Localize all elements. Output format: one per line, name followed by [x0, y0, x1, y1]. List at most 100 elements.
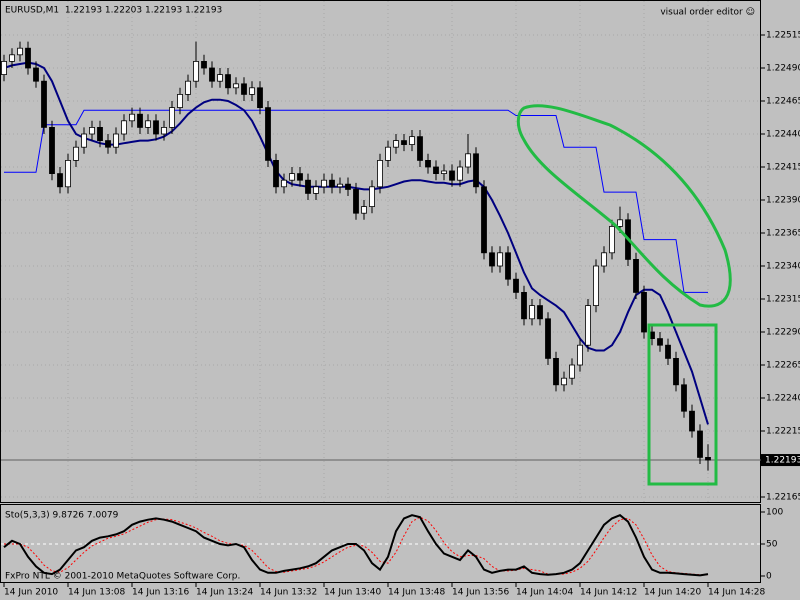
candle-body — [361, 206, 367, 214]
candle-body — [481, 186, 487, 254]
candle-body — [513, 278, 519, 293]
x-tick-label: 14 Jun 14:04 — [516, 588, 573, 598]
corner-label[interactable]: visual order editor ☺ — [660, 7, 755, 18]
candle-body — [673, 357, 679, 386]
candle-body — [697, 430, 703, 458]
candle-body — [65, 159, 71, 188]
candle-body — [337, 183, 343, 188]
candle-body — [689, 410, 695, 432]
candle-body — [617, 219, 623, 227]
candle-body — [241, 83, 247, 95]
candle-body — [401, 140, 407, 145]
candle-body — [193, 61, 199, 82]
candle-body — [257, 87, 263, 109]
candle-body — [105, 140, 111, 148]
candle-body — [593, 265, 599, 306]
candle-body — [329, 179, 335, 188]
candle-body — [57, 173, 63, 188]
candle-body — [297, 173, 303, 181]
candle-body — [1, 61, 7, 76]
y-tick-label: 1.22515 — [766, 31, 800, 41]
candle-body — [393, 140, 399, 148]
x-tick-label: 14 Jun 13:48 — [388, 588, 445, 598]
candle-body — [657, 338, 663, 346]
candle-body — [705, 456, 711, 461]
x-tick-label: 14 Jun 2010 — [4, 588, 58, 598]
x-tick-label: 14 Jun 13:56 — [452, 588, 509, 598]
x-tick-label: 14 Jun 14:12 — [580, 588, 637, 598]
candle-body — [449, 170, 455, 181]
x-tick-label: 14 Jun 13:40 — [324, 588, 381, 598]
copyright: FxPro NTL © 2001-2010 MetaQuotes Softwar… — [5, 572, 240, 582]
candle-body — [153, 120, 159, 135]
candle-body — [641, 291, 647, 333]
candle-body — [113, 133, 119, 148]
candle-body — [521, 291, 527, 320]
current-price-box — [761, 454, 800, 467]
candle-body — [145, 120, 151, 128]
candle-body — [9, 54, 15, 62]
candle-body — [545, 318, 551, 359]
main-panel — [0, 0, 761, 503]
candle-body — [353, 189, 359, 214]
candle-body — [585, 305, 591, 346]
chart-title: EURUSD,M1 1.22193 1.22203 1.22193 1.2219… — [5, 6, 222, 16]
candle-body — [73, 146, 79, 161]
candle-body — [185, 80, 191, 95]
candle-body — [313, 186, 319, 194]
candle-body — [201, 61, 207, 69]
candle-body — [665, 344, 671, 359]
y-tick-label: 1.22290 — [766, 328, 800, 338]
indicator-panel — [0, 504, 761, 583]
candle-body — [465, 153, 471, 168]
candle-body — [17, 47, 23, 56]
candle-body — [281, 179, 287, 188]
indicator-label: Sto(5,3,3) 9.8726 7.0079 — [5, 511, 119, 521]
candle-body — [249, 87, 255, 95]
current-price-label: 1.22193 — [765, 456, 800, 466]
candle-body — [137, 113, 143, 128]
candle-body — [321, 179, 327, 188]
y-tick-label: 1.22490 — [766, 64, 800, 74]
y-tick-label: 50 — [766, 540, 778, 550]
candle-body — [209, 67, 215, 82]
x-tick-label: 14 Jun 13:24 — [196, 588, 253, 598]
y-tick-label: 1.22265 — [766, 361, 800, 371]
candle-body — [569, 364, 575, 379]
x-tick-label: 14 Jun 13:16 — [132, 588, 189, 598]
y-tick-label: 1.22240 — [766, 394, 800, 404]
candle-body — [89, 127, 95, 135]
y-tick-label: 1.22315 — [766, 295, 800, 305]
candle-body — [225, 74, 231, 89]
candle-body — [305, 179, 311, 194]
candle-body — [369, 186, 375, 208]
candle-body — [129, 113, 135, 122]
candle-body — [601, 252, 607, 267]
main-line — [3, 514, 709, 577]
candle-body — [265, 107, 271, 161]
candle-body — [425, 159, 431, 168]
candle-body — [81, 133, 87, 148]
indicator-line — [4, 109, 708, 293]
candle-body — [233, 83, 239, 89]
candle-body — [633, 258, 639, 293]
candle-body — [217, 74, 223, 82]
main-plot: 1.22515 1.22490 1.22465 1.22440 1.22415 1.223… — [1, 1, 800, 503]
candle-body — [441, 170, 447, 175]
y-tick-label: 1.22415 — [766, 163, 800, 173]
candle-body — [409, 136, 415, 145]
y-tick-label: 1.22340 — [766, 262, 800, 272]
annotation-outline — [516, 104, 732, 308]
y-tick-label: 1.22465 — [766, 97, 800, 107]
candle-body — [553, 357, 559, 386]
x-tick-label: 14 Jun 14:20 — [644, 588, 701, 598]
y-tick-label: 1.22390 — [766, 196, 800, 206]
annotation-box — [647, 323, 718, 486]
candle-body — [161, 127, 167, 135]
candle-body — [385, 146, 391, 161]
candle-body — [489, 252, 495, 267]
x-tick-label: 14 Jun 13:32 — [260, 588, 317, 598]
candle-body — [25, 47, 31, 69]
candle-body — [273, 159, 279, 188]
